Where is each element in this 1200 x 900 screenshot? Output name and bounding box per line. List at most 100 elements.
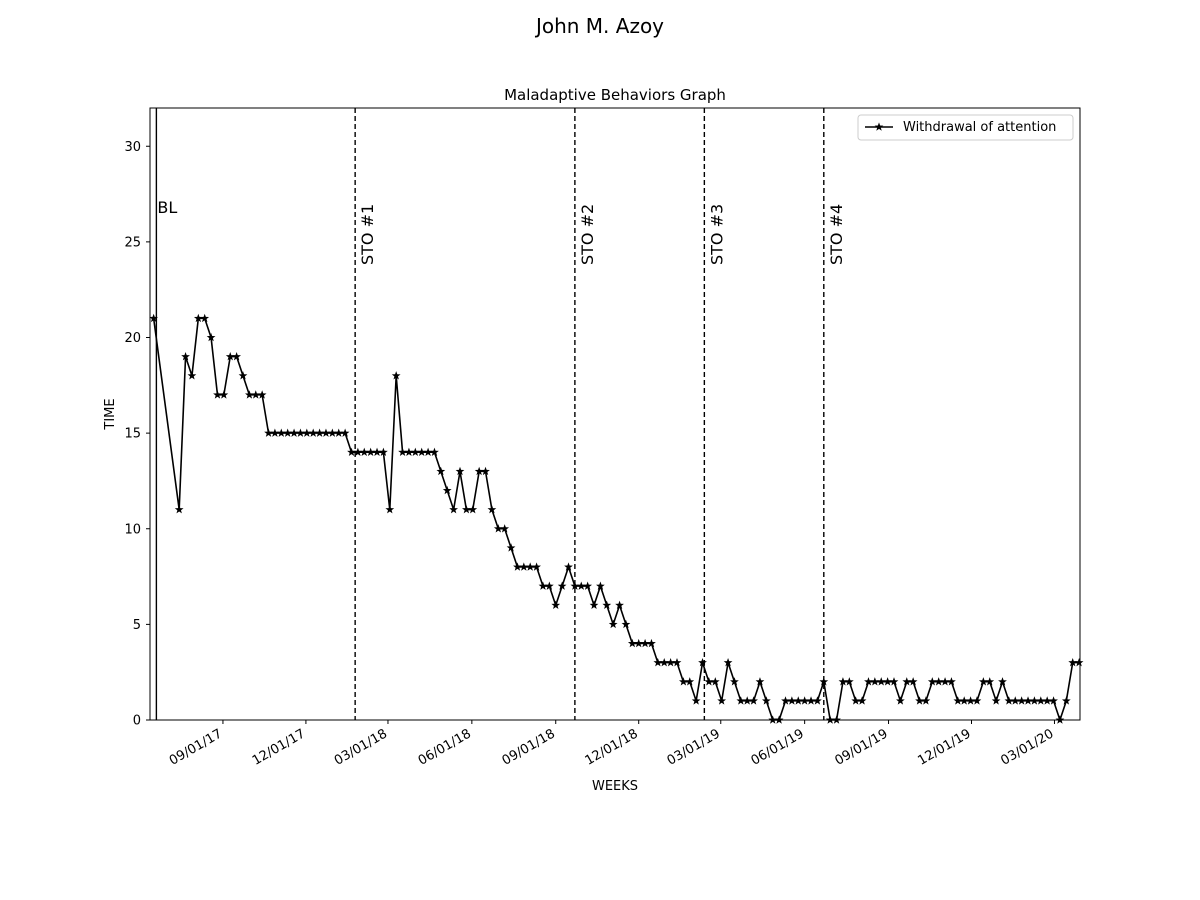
figure-title: John M. Azoy bbox=[535, 14, 665, 38]
data-point-star bbox=[474, 466, 484, 476]
data-point-star bbox=[519, 562, 529, 571]
y-tick-label: 10 bbox=[124, 522, 141, 537]
data-point-star bbox=[506, 543, 516, 552]
data-point-star bbox=[251, 390, 261, 399]
data-point-star bbox=[366, 447, 376, 456]
data-point-star bbox=[838, 677, 848, 686]
y-tick-label: 15 bbox=[124, 427, 141, 442]
data-point-star bbox=[391, 371, 401, 380]
data-point-star bbox=[270, 428, 280, 437]
data-point-star bbox=[289, 428, 299, 437]
phase-label: STO #4 bbox=[827, 204, 846, 265]
x-tick-label: 03/01/19 bbox=[665, 726, 723, 768]
data-point-star bbox=[685, 677, 695, 686]
x-tick-label: 03/01/20 bbox=[998, 726, 1056, 768]
phase-lines: BL STO #1 STO #2 STO #3 STO #4 bbox=[155, 108, 846, 720]
data-point-star bbox=[525, 562, 535, 571]
data-point-star bbox=[1061, 696, 1071, 705]
data-point-star bbox=[347, 447, 356, 456]
data-point-star bbox=[513, 562, 522, 571]
x-tick-label: 12/01/18 bbox=[583, 726, 641, 768]
data-point-star bbox=[564, 562, 573, 571]
data-point-star bbox=[149, 313, 159, 323]
data-point-star bbox=[736, 696, 746, 705]
data-point-star bbox=[436, 466, 446, 476]
data-point-star bbox=[557, 581, 567, 590]
data-point-star bbox=[1068, 658, 1078, 667]
data-point-star bbox=[698, 658, 707, 667]
data-point-star bbox=[238, 371, 248, 380]
x-tick-label: 09/01/19 bbox=[832, 726, 890, 768]
data-point-star bbox=[1017, 696, 1027, 705]
data-point-star bbox=[372, 447, 382, 456]
legend-box bbox=[857, 114, 1074, 141]
data-point-star bbox=[659, 658, 669, 667]
data-point-star bbox=[276, 428, 286, 437]
data-point-star bbox=[991, 696, 1001, 705]
axes: 0 5 10 15 20 25 30 09/01/17 12/01/17 03/01/18 06/0… bbox=[124, 107, 1081, 769]
data-point-star bbox=[225, 352, 235, 361]
data-point-star bbox=[921, 696, 931, 705]
data-point-star bbox=[1010, 696, 1020, 705]
x-tick-label: 06/01/19 bbox=[749, 726, 807, 768]
data-point-star bbox=[953, 696, 963, 705]
data-point-star bbox=[187, 371, 197, 380]
data-point-star bbox=[327, 428, 337, 437]
data-point-star bbox=[647, 638, 656, 648]
data-point-star bbox=[455, 466, 465, 476]
data-point-star bbox=[602, 600, 612, 609]
data-point-star bbox=[174, 505, 184, 514]
data-point-star bbox=[570, 581, 580, 590]
plot-frame bbox=[149, 107, 1081, 721]
data-point-star bbox=[947, 677, 956, 686]
data-point-star bbox=[927, 677, 937, 686]
data-point-star bbox=[245, 390, 254, 399]
data-point-star bbox=[334, 428, 344, 437]
y-tick-label: 30 bbox=[124, 140, 141, 155]
data-point-star bbox=[608, 619, 618, 629]
series-line bbox=[152, 317, 1080, 721]
data-point-star bbox=[634, 638, 644, 648]
data-point-star bbox=[844, 677, 854, 686]
data-point-star bbox=[442, 485, 452, 495]
data-point-star bbox=[1074, 658, 1084, 667]
data-point-star bbox=[481, 466, 490, 476]
y-tick-label: 0 bbox=[133, 714, 141, 729]
data-point-star bbox=[321, 428, 331, 437]
data-point-star bbox=[813, 696, 822, 705]
data-point-star bbox=[883, 677, 892, 686]
data-point-star bbox=[653, 658, 663, 667]
data-point-star bbox=[966, 696, 975, 705]
x-axis-label: WEEKS bbox=[592, 779, 638, 794]
data-point-star bbox=[538, 581, 548, 590]
data-point-star bbox=[462, 505, 471, 514]
data-point-star bbox=[551, 600, 561, 609]
data-point-star bbox=[985, 677, 995, 686]
legend: Withdrawal of attention bbox=[857, 114, 1074, 141]
data-point-star bbox=[819, 677, 829, 686]
data-point-star bbox=[889, 677, 899, 686]
data-point-star bbox=[666, 658, 675, 667]
data-point-star bbox=[806, 696, 816, 705]
data-point-star bbox=[672, 658, 682, 667]
data-point-star bbox=[302, 428, 312, 437]
data-point-star bbox=[493, 524, 503, 533]
data-point-star bbox=[449, 505, 458, 514]
data-point-star bbox=[385, 505, 395, 514]
data-point-star bbox=[340, 428, 350, 437]
x-tick-label: 06/01/18 bbox=[416, 726, 474, 768]
phase-label: STO #3 bbox=[707, 204, 726, 265]
data-point-star bbox=[781, 696, 790, 705]
data-point-star bbox=[749, 696, 758, 705]
data-point-star bbox=[1023, 696, 1033, 705]
x-tick-label: 09/01/17 bbox=[167, 726, 225, 768]
data-point-star bbox=[583, 581, 593, 590]
data-point-star bbox=[851, 696, 861, 705]
phase-label: STO #2 bbox=[578, 204, 597, 265]
data-point-star bbox=[200, 313, 210, 323]
legend-label: Withdrawal of attention bbox=[903, 120, 1056, 135]
data-point-star bbox=[730, 677, 739, 686]
chart-title: Maladaptive Behaviors Graph bbox=[504, 86, 726, 104]
data-point-star bbox=[379, 447, 388, 456]
